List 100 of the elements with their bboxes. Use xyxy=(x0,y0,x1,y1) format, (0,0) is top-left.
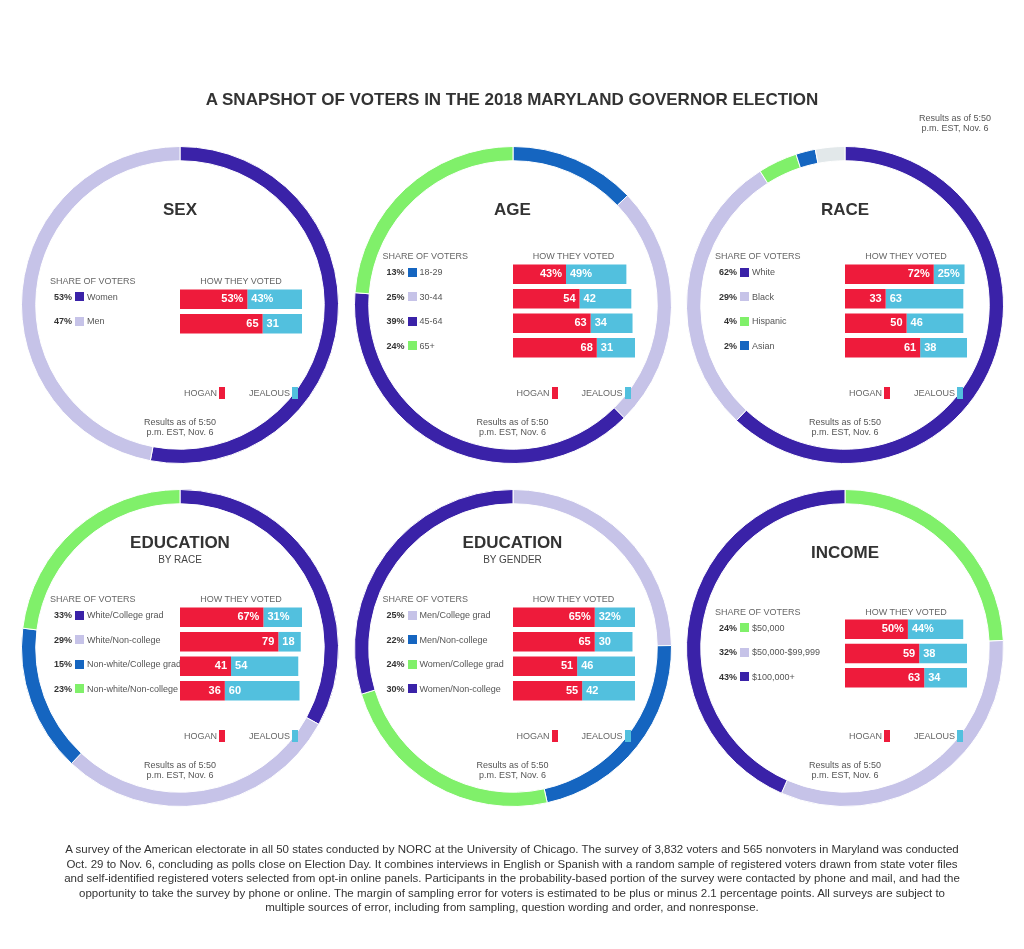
data-label: 29% xyxy=(718,291,737,302)
data-label: 50 xyxy=(890,316,903,329)
data-label: 29% xyxy=(53,634,72,645)
bar xyxy=(180,631,279,652)
data-label: 46 xyxy=(910,316,923,329)
data-label: 18 xyxy=(282,634,295,647)
legend-title: SHARE OF VOTERS xyxy=(50,275,136,286)
legend-label: $50,000-$99,999 xyxy=(752,647,821,657)
data-label: 54 xyxy=(562,291,576,304)
legend-title: SHARE OF VOTERS xyxy=(715,606,801,617)
chart-title: HOW THEY VOTED xyxy=(199,275,283,286)
legend-label: Men xyxy=(87,316,105,327)
legend-label: $50,000 xyxy=(752,622,785,633)
data-label: 33 xyxy=(869,291,882,304)
legend-label: JEALOUS xyxy=(914,731,956,741)
data-label: 42 xyxy=(585,683,598,696)
bar xyxy=(924,668,967,688)
legend-label: Non-white/College grad xyxy=(87,659,182,670)
bar xyxy=(180,656,232,677)
data-label: 60 xyxy=(228,683,242,696)
bar xyxy=(512,313,591,334)
legend-label: Asian xyxy=(752,340,775,351)
data-label: 42 xyxy=(583,291,596,304)
data-label: 46 xyxy=(580,659,593,672)
legend-label: HOGAN xyxy=(848,388,882,398)
legend-label: Hispanic xyxy=(752,316,787,327)
data-label: 38 xyxy=(923,646,936,659)
data-label: 65% xyxy=(568,610,591,623)
legend-label: $100,000+ xyxy=(752,671,795,682)
bar xyxy=(579,288,631,309)
bar xyxy=(512,631,595,652)
bar xyxy=(512,607,595,628)
data-label: 33% xyxy=(53,610,72,621)
chart-title: HOW THEY VOTED xyxy=(199,594,283,605)
data-label: 53% xyxy=(221,291,244,304)
legend-title: SHARE OF VOTERS xyxy=(715,251,801,262)
legend-label: Women xyxy=(87,291,118,302)
data-label: 30% xyxy=(385,683,405,694)
bar xyxy=(590,313,633,334)
data-label: 51 xyxy=(560,659,573,672)
legend-label: White/Non-college xyxy=(87,634,161,645)
data-label: 47% xyxy=(53,316,72,327)
legend-label: 30-44 xyxy=(419,291,443,302)
legend-label: JEALOUS xyxy=(581,731,623,741)
legend-title: SHARE OF VOTERS xyxy=(382,251,469,262)
text: Results as of 5:50 p.m. EST, Nov. 6 xyxy=(475,417,550,437)
data-label: 32% xyxy=(598,610,621,623)
text: Results as of 5:50 p.m. EST, Nov. 6 xyxy=(807,760,882,780)
text: INCOME xyxy=(810,543,880,563)
bar xyxy=(180,607,264,628)
text: A survey of the American electorate in all 50 states conducted by NORC at the University of Chicago. The survey of 3,832 voters and 565 nonvoters in Maryland was conducted Oct. 29 to Nov. 6, concluding as polls close on Election Day. It combines interviews in English or Spanish with a random sample of registered voters drawn from state voter files and self-identified registered voters selected from opt-in online panels. Participants in the probability-based portion of the survey were contacted by phone and mail, and had the opportunity to take the survey by phone or online. The margin of sampling error for voters is estimated to be plus or minus 2.1 percentage points. All surveys are subject to multiple sources of error, including from sampling, question wording and order, and nonresponse. xyxy=(63,842,961,915)
legend-label: Women/College grad xyxy=(419,659,504,670)
data-label: 43% xyxy=(539,267,562,280)
legend-label: Women/Non-college xyxy=(419,683,501,694)
bar xyxy=(906,313,964,334)
data-label: 23% xyxy=(53,683,72,694)
bar xyxy=(845,337,921,358)
data-label: 36 xyxy=(208,683,221,696)
data-label: 4% xyxy=(723,316,737,327)
data-label: 49% xyxy=(569,267,592,280)
data-label: 55 xyxy=(565,683,578,696)
legend-label: HOGAN xyxy=(183,388,217,398)
legend-label: Non-white/Non-college xyxy=(87,683,179,694)
bar xyxy=(512,337,597,358)
data-label: 79 xyxy=(262,634,275,647)
data-label: 15% xyxy=(53,659,72,670)
data-label: 53% xyxy=(53,291,72,302)
data-label: 34 xyxy=(594,316,608,329)
data-label: 68 xyxy=(580,340,593,353)
legend-label: HOGAN xyxy=(848,731,882,741)
chart-title: HOW THEY VOTED xyxy=(864,251,948,262)
data-label: 24% xyxy=(718,622,737,633)
legend-label: JEALOUS xyxy=(581,388,623,398)
data-label: 43% xyxy=(718,671,737,682)
data-label: 25% xyxy=(937,267,960,280)
data-label: 24% xyxy=(385,340,405,351)
bar xyxy=(512,656,577,677)
legend-label: Black xyxy=(752,291,775,302)
bar xyxy=(180,680,225,701)
legend-label: JEALOUS xyxy=(249,731,291,741)
data-label: 54 xyxy=(235,659,249,672)
legend-label: Men/College grad xyxy=(419,610,491,621)
data-label: 31% xyxy=(267,610,290,623)
data-label: 44% xyxy=(911,622,935,635)
text: SEX xyxy=(162,200,198,220)
data-label: 25% xyxy=(385,291,405,302)
chart-title: HOW THEY VOTED xyxy=(531,594,616,605)
bar xyxy=(576,656,635,677)
data-label: 63 xyxy=(907,671,921,684)
bar xyxy=(224,680,300,701)
legend-title: SHARE OF VOTERS xyxy=(50,594,136,605)
text: Results as of 5:50 p.m. EST, Nov. 6 xyxy=(142,760,217,780)
data-label: 50% xyxy=(881,622,905,635)
legend-label: 18-29 xyxy=(419,267,443,278)
legend-label: 65+ xyxy=(419,340,435,351)
data-label: 59 xyxy=(902,646,916,659)
data-label: 2% xyxy=(723,340,737,351)
bar xyxy=(845,644,920,664)
chart-title: HOW THEY VOTED xyxy=(531,251,616,262)
legend-label: Men/Non-college xyxy=(419,634,488,645)
